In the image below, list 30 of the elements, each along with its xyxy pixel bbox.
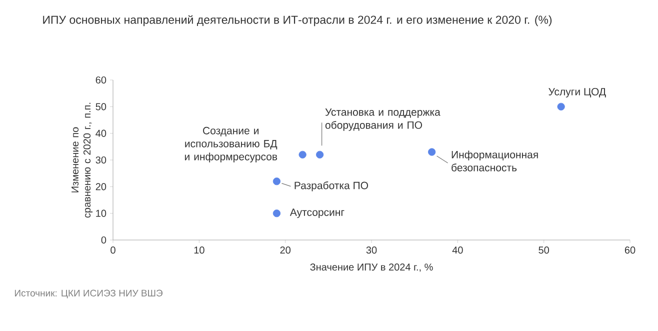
- text: Источник: ЦКИ ИСИЭЗ НИУ ВШЭ: [14, 290, 162, 298]
- x-tick-label: 30: [366, 246, 377, 254]
- annotation: Установка и поддержка оборудования и ПО: [325, 108, 440, 131]
- y-tick-label: 0: [101, 236, 106, 244]
- y-axis-title: Изменение по сравнению с 2020 г., п.п.: [72, 102, 93, 218]
- x-tick-label: 60: [624, 246, 636, 254]
- annotation: Создание и использованию БД и информресурсов: [184, 126, 278, 162]
- x-tick-label: 20: [280, 246, 291, 254]
- y-tick-label: 30: [96, 156, 106, 164]
- point: [428, 148, 436, 156]
- point: [298, 150, 306, 158]
- point: [316, 150, 324, 158]
- x-tick-label: 10: [194, 246, 204, 254]
- y-tick-label: 40: [96, 130, 106, 137]
- point: [272, 210, 281, 218]
- y-tick-label: 50: [96, 103, 106, 110]
- y-tick-label: 20: [96, 183, 106, 190]
- x-tick-label: 0: [110, 246, 116, 254]
- x-axis-title: Значение ИПУ в 2024 г., %: [310, 264, 433, 272]
- point: [557, 102, 565, 110]
- y-tick-label: 60: [96, 76, 106, 84]
- annotation: Информационная безопасность: [452, 150, 538, 172]
- x-tick-label: 50: [538, 246, 550, 254]
- point: [272, 178, 281, 186]
- x-tick-label: 40: [452, 246, 463, 254]
- annotation: Услуги ЦОД: [548, 88, 606, 98]
- annotation: Разработка ПО: [294, 181, 368, 192]
- annotation: Аутсорсинг: [290, 208, 344, 218]
- y-tick-label: 10: [96, 210, 106, 217]
- chart-title: ИПУ основных направлений деятельности в ИТ-отрасли в 2024 г. и его изменение к 2020 г. (%): [43, 15, 552, 26]
